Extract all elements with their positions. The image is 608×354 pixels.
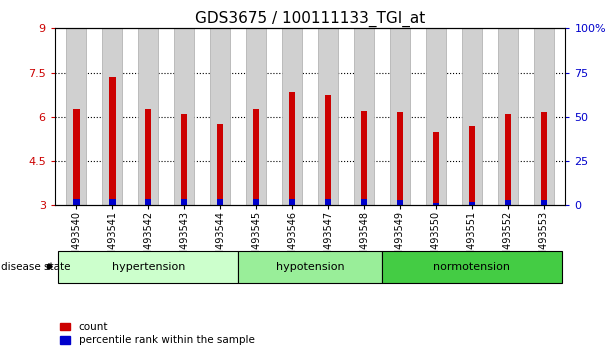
Bar — [498, 28, 518, 205]
Bar — [253, 109, 260, 205]
Bar — [361, 111, 367, 205]
Bar — [58, 251, 238, 283]
Text: hypotension: hypotension — [276, 262, 344, 272]
Text: hypertension: hypertension — [111, 262, 185, 272]
Bar — [318, 28, 338, 205]
Bar — [109, 77, 116, 205]
Bar — [73, 199, 80, 205]
Bar — [433, 203, 439, 205]
Bar — [246, 28, 266, 205]
Bar — [534, 28, 554, 205]
Bar — [181, 199, 187, 205]
Text: disease state: disease state — [1, 262, 71, 272]
Bar — [253, 199, 260, 205]
Bar — [382, 251, 562, 283]
Bar — [174, 28, 194, 205]
Legend: count, percentile rank within the sample: count, percentile rank within the sample — [60, 322, 255, 345]
Bar — [541, 113, 547, 205]
Bar — [238, 251, 382, 283]
Bar — [361, 199, 367, 205]
Bar — [426, 28, 446, 205]
Bar — [66, 28, 86, 205]
Bar — [397, 200, 403, 205]
Bar — [397, 113, 403, 205]
Bar — [354, 28, 374, 205]
Bar — [469, 202, 475, 205]
Bar — [210, 28, 230, 205]
Title: GDS3675 / 100111133_TGI_at: GDS3675 / 100111133_TGI_at — [195, 11, 425, 27]
Bar — [433, 132, 439, 205]
Bar — [139, 28, 158, 205]
Bar — [109, 199, 116, 205]
Bar — [541, 200, 547, 205]
Bar — [181, 114, 187, 205]
Bar — [289, 199, 295, 205]
Bar — [289, 92, 295, 205]
Bar — [145, 109, 151, 205]
Text: normotension: normotension — [434, 262, 511, 272]
Bar — [145, 199, 151, 205]
Bar — [390, 28, 410, 205]
Bar — [217, 199, 223, 205]
Bar — [282, 28, 302, 205]
Bar — [469, 126, 475, 205]
Bar — [73, 109, 80, 205]
Bar — [217, 124, 223, 205]
Bar — [505, 200, 511, 205]
Bar — [325, 199, 331, 205]
Bar — [102, 28, 122, 205]
Bar — [325, 95, 331, 205]
Bar — [462, 28, 482, 205]
Bar — [505, 114, 511, 205]
